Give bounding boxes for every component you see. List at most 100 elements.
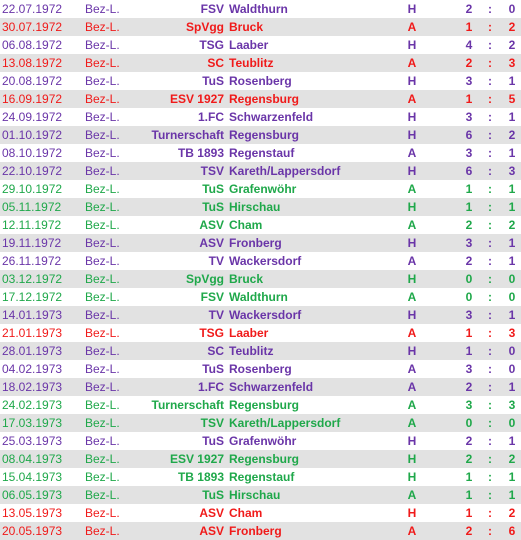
opponent-name: Wackersdorf bbox=[229, 308, 302, 322]
score-separator: : bbox=[488, 164, 492, 178]
opponent-name: Grafenwöhr bbox=[229, 182, 297, 196]
home-goals: 2 bbox=[465, 380, 473, 394]
opponent-name: Fronberg bbox=[229, 236, 282, 250]
table-row: 14.01.1973 Bez-L. TV Wackersdorf H 3: 1 bbox=[0, 306, 521, 324]
club-prefix: FSV bbox=[200, 290, 224, 304]
home-goals: 4 bbox=[465, 38, 473, 52]
away-goals: 0 bbox=[508, 344, 516, 358]
away-goals: 2 bbox=[508, 506, 516, 520]
league-label: Bez-L. bbox=[85, 200, 120, 214]
home-goals: 2 bbox=[465, 254, 473, 268]
away-goals: 3 bbox=[508, 164, 516, 178]
club-prefix: ESV 1927 bbox=[169, 452, 224, 466]
home-goals: 3 bbox=[465, 110, 473, 124]
home-goals: 2 bbox=[465, 56, 473, 70]
table-row: 06.08.1972 Bez-L. TSG Laaber H 4: 2 bbox=[0, 36, 521, 54]
table-row: 22.07.1972 Bez-L. FSV Waldthurn H 2: 0 bbox=[0, 0, 521, 18]
league-label: Bez-L. bbox=[85, 56, 120, 70]
match-date: 19.11.1972 bbox=[2, 236, 62, 250]
score-separator: : bbox=[488, 254, 492, 268]
away-goals: 2 bbox=[508, 452, 516, 466]
away-goals: 6 bbox=[508, 524, 516, 538]
league-label: Bez-L. bbox=[85, 38, 120, 52]
opponent-name: Regensburg bbox=[229, 128, 300, 142]
away-goals: 3 bbox=[508, 398, 516, 412]
match-date: 04.02.1973 bbox=[2, 362, 63, 376]
match-date: 22.10.1972 bbox=[2, 164, 63, 178]
score-separator: : bbox=[488, 200, 492, 214]
venue-indicator: A bbox=[407, 92, 417, 106]
venue-indicator: H bbox=[407, 74, 417, 88]
table-row: 12.11.1972 Bez-L. ASV Cham A 2: 2 bbox=[0, 216, 521, 234]
score-separator: : bbox=[488, 434, 492, 448]
club-prefix: TV bbox=[208, 254, 224, 268]
club-prefix: TB 1893 bbox=[177, 470, 224, 484]
score-separator: : bbox=[488, 488, 492, 502]
club-prefix: TuS bbox=[202, 74, 224, 88]
away-goals: 1 bbox=[508, 434, 516, 448]
home-goals: 3 bbox=[465, 236, 473, 250]
home-goals: 0 bbox=[465, 290, 473, 304]
venue-indicator: H bbox=[407, 110, 417, 124]
opponent-name: Schwarzenfeld bbox=[229, 110, 314, 124]
away-goals: 0 bbox=[508, 416, 516, 430]
club-prefix: Turnerschaft bbox=[151, 128, 224, 142]
table-row: 08.10.1972 Bez-L. TB 1893 Regenstauf A 3: 1 bbox=[0, 144, 521, 162]
league-label: Bez-L. bbox=[85, 236, 120, 250]
match-date: 06.08.1972 bbox=[2, 38, 63, 52]
club-prefix: ASV bbox=[199, 524, 224, 538]
home-goals: 0 bbox=[465, 272, 473, 286]
table-row: 25.03.1973 Bez-L. TuS Grafenwöhr H 2: 1 bbox=[0, 432, 521, 450]
home-goals: 1 bbox=[465, 182, 473, 196]
opponent-name: Regenstauf bbox=[229, 146, 295, 160]
away-goals: 0 bbox=[508, 272, 516, 286]
opponent-name: Hirschau bbox=[229, 488, 281, 502]
match-date: 21.01.1973 bbox=[2, 326, 63, 340]
opponent-name: Grafenwöhr bbox=[229, 434, 297, 448]
venue-indicator: A bbox=[407, 362, 417, 376]
venue-indicator: A bbox=[407, 398, 417, 412]
league-label: Bez-L. bbox=[85, 128, 120, 142]
table-row: 24.09.1972 Bez-L. 1.FC Schwarzenfeld H 3: 1 bbox=[0, 108, 521, 126]
match-date: 24.09.1972 bbox=[2, 110, 63, 124]
opponent-name: Regensburg bbox=[229, 398, 300, 412]
league-label: Bez-L. bbox=[85, 434, 120, 448]
home-goals: 6 bbox=[465, 164, 473, 178]
score-separator: : bbox=[488, 236, 492, 250]
venue-indicator: A bbox=[407, 146, 417, 160]
venue-indicator: A bbox=[407, 524, 417, 538]
home-goals: 2 bbox=[465, 2, 473, 16]
score-separator: : bbox=[488, 344, 492, 358]
opponent-name: Waldthurn bbox=[229, 290, 288, 304]
away-goals: 1 bbox=[508, 488, 516, 502]
score-separator: : bbox=[488, 470, 492, 484]
table-row: 04.02.1973 Bez-L. TuS Rosenberg A 3: 0 bbox=[0, 360, 521, 378]
home-goals: 1 bbox=[465, 470, 473, 484]
opponent-name: Hirschau bbox=[229, 200, 281, 214]
match-date: 05.11.1972 bbox=[2, 200, 62, 214]
opponent-name: Kareth/Lappersdorf bbox=[229, 416, 341, 430]
away-goals: 2 bbox=[508, 38, 516, 52]
league-label: Bez-L. bbox=[85, 326, 120, 340]
away-goals: 2 bbox=[508, 218, 516, 232]
venue-indicator: A bbox=[407, 254, 417, 268]
opponent-name: Waldthurn bbox=[229, 2, 288, 16]
table-row: 13.05.1973 Bez-L. ASV Cham H 1:2 bbox=[0, 504, 521, 522]
venue-indicator: H bbox=[407, 434, 417, 448]
table-row: 13.08.1972 Bez-L. SC Teublitz A 2: 3 bbox=[0, 54, 521, 72]
league-label: Bez-L. bbox=[85, 92, 120, 106]
league-label: Bez-L. bbox=[85, 344, 120, 358]
table-row: 22.10.1972 Bez-L. TSV Kareth/Lappersdorf H 6:… bbox=[0, 162, 521, 180]
venue-indicator: A bbox=[407, 290, 417, 304]
home-goals: 2 bbox=[465, 218, 473, 232]
opponent-name: Teublitz bbox=[229, 344, 274, 358]
match-date: 14.01.1973 bbox=[2, 308, 63, 322]
league-label: Bez-L. bbox=[85, 380, 120, 394]
match-date: 24.02.1973 bbox=[2, 398, 63, 412]
league-label: Bez-L. bbox=[85, 272, 120, 286]
league-label: Bez-L. bbox=[85, 182, 120, 196]
home-goals: 1 bbox=[465, 20, 473, 34]
score-separator: : bbox=[488, 362, 492, 376]
table-row: 01.10.1972 Bez-L. Turnerschaft Regensburg H 6… bbox=[0, 126, 521, 144]
match-date: 08.04.1973 bbox=[2, 452, 63, 466]
